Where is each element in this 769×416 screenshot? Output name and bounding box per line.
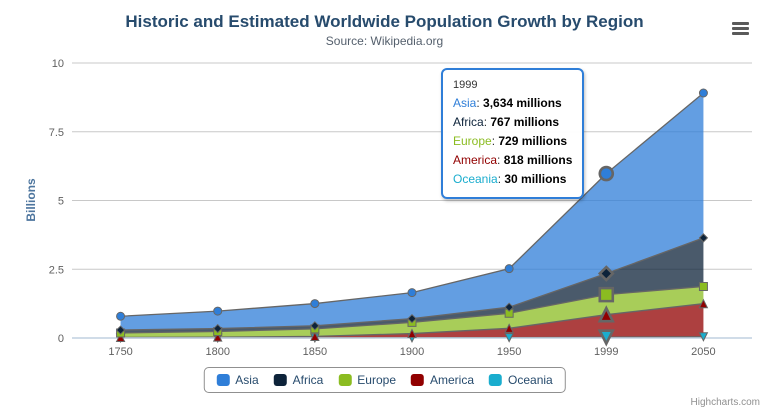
data-point-marker[interactable] (212, 331, 223, 342)
legend-item-europe[interactable]: Europe (338, 373, 396, 387)
data-point-marker[interactable] (407, 313, 417, 324)
y-axis-label: 0 (58, 333, 64, 345)
legend-item-africa[interactable]: Africa (273, 373, 324, 387)
data-point-marker[interactable] (597, 329, 615, 347)
data-point-marker[interactable] (597, 305, 615, 323)
chart-subtitle: Source: Wikipedia.org (325, 34, 444, 48)
area-band-africa (120, 237, 704, 333)
tooltip-series-value: 729 millions (498, 134, 568, 148)
data-point-marker[interactable] (504, 323, 514, 333)
data-point-marker[interactable] (310, 331, 320, 341)
data-point-marker[interactable] (504, 302, 514, 312)
tooltip-series-value: 818 millions (503, 153, 573, 167)
legend-item-america[interactable]: America (411, 373, 474, 387)
y-axis-label: 10 (52, 58, 64, 70)
legend-item-oceania[interactable]: Oceania (489, 373, 553, 387)
tooltip-row-europe: Europe: 729 millions (453, 134, 568, 148)
x-axis-label: 1999 (594, 346, 618, 358)
tooltip-series-name: Oceania (453, 172, 498, 186)
tooltip-row-america: America: 818 millions (453, 153, 573, 167)
area-band-america (120, 303, 704, 338)
tooltip-row-africa: Africa: 767 millions (453, 115, 560, 129)
data-point-marker[interactable] (598, 286, 615, 303)
y-axis-label: 5 (58, 196, 64, 208)
chart-context-menu-button[interactable] (729, 19, 753, 39)
data-point-marker[interactable] (598, 165, 615, 182)
data-point-marker[interactable] (310, 299, 320, 309)
data-point-marker[interactable] (597, 265, 615, 282)
tooltip-series-name: Africa (453, 115, 484, 129)
data-point-marker[interactable] (698, 332, 709, 342)
y-axis-label: 2.5 (49, 264, 64, 276)
legend-item-asia[interactable]: Asia (216, 373, 259, 387)
tooltip-header: 1999 (453, 79, 478, 91)
tooltip-series-name: Europe (453, 134, 492, 148)
data-point-marker[interactable] (698, 281, 708, 291)
tooltip-series-name: America (453, 153, 498, 167)
data-point-marker[interactable] (698, 298, 709, 309)
legend-symbol-europe (338, 374, 352, 386)
legend: Asia Africa Europe America Oceania (203, 367, 566, 393)
legend-symbol-africa (273, 374, 287, 386)
tooltip-rows: Asia: 3,634 millions Africa: 767 millions… (453, 94, 572, 189)
x-axis-label: 1750 (108, 346, 132, 358)
legend-label: Africa (292, 373, 324, 387)
tooltip-series-value: 767 millions (490, 115, 560, 129)
x-axis-label: 1900 (400, 346, 424, 358)
tooltip-series-value: 30 millions (504, 172, 567, 186)
legend-label: Asia (235, 373, 259, 387)
data-point-marker[interactable] (504, 264, 514, 274)
tooltip-series-name: Asia (453, 96, 477, 110)
legend-symbol-asia (216, 374, 230, 386)
data-point-marker[interactable] (213, 323, 223, 334)
chart-title: Historic and Estimated Worldwide Populat… (125, 12, 644, 31)
data-point-marker[interactable] (407, 328, 417, 339)
data-point-marker[interactable] (115, 325, 126, 335)
legend-symbol-america (411, 374, 425, 386)
data-point-marker[interactable] (407, 288, 417, 298)
data-point-marker[interactable] (698, 88, 708, 98)
legend-symbol-oceania (489, 374, 503, 386)
tooltip: 1999 Asia: 3,634 millions Africa: 767 mil… (441, 68, 585, 199)
data-point-marker[interactable] (698, 233, 709, 243)
hamburger-menu-icon (732, 21, 750, 35)
x-axis-label: 2050 (691, 346, 715, 358)
legend-label: Oceania (508, 373, 553, 387)
area-band-asia (120, 93, 704, 331)
tooltip-series-value: 3,634 millions (483, 96, 562, 110)
y-axis-label: 7.5 (49, 127, 64, 139)
credits-link[interactable]: Highcharts.com (690, 397, 760, 408)
tooltip-row-asia: Asia: 3,634 millions (453, 96, 562, 110)
data-point-marker[interactable] (213, 306, 223, 316)
data-point-marker[interactable] (504, 333, 514, 343)
data-point-marker[interactable] (116, 311, 126, 321)
x-axis-label: 1950 (497, 346, 521, 358)
data-point-marker[interactable] (310, 321, 320, 331)
legend-label: America (430, 373, 475, 387)
x-axis-label: 1850 (303, 346, 327, 358)
legend-label: Europe (357, 373, 397, 387)
tooltip-row-oceania: Oceania: 30 millions (453, 172, 567, 186)
x-axis-label: 1800 (205, 346, 229, 358)
